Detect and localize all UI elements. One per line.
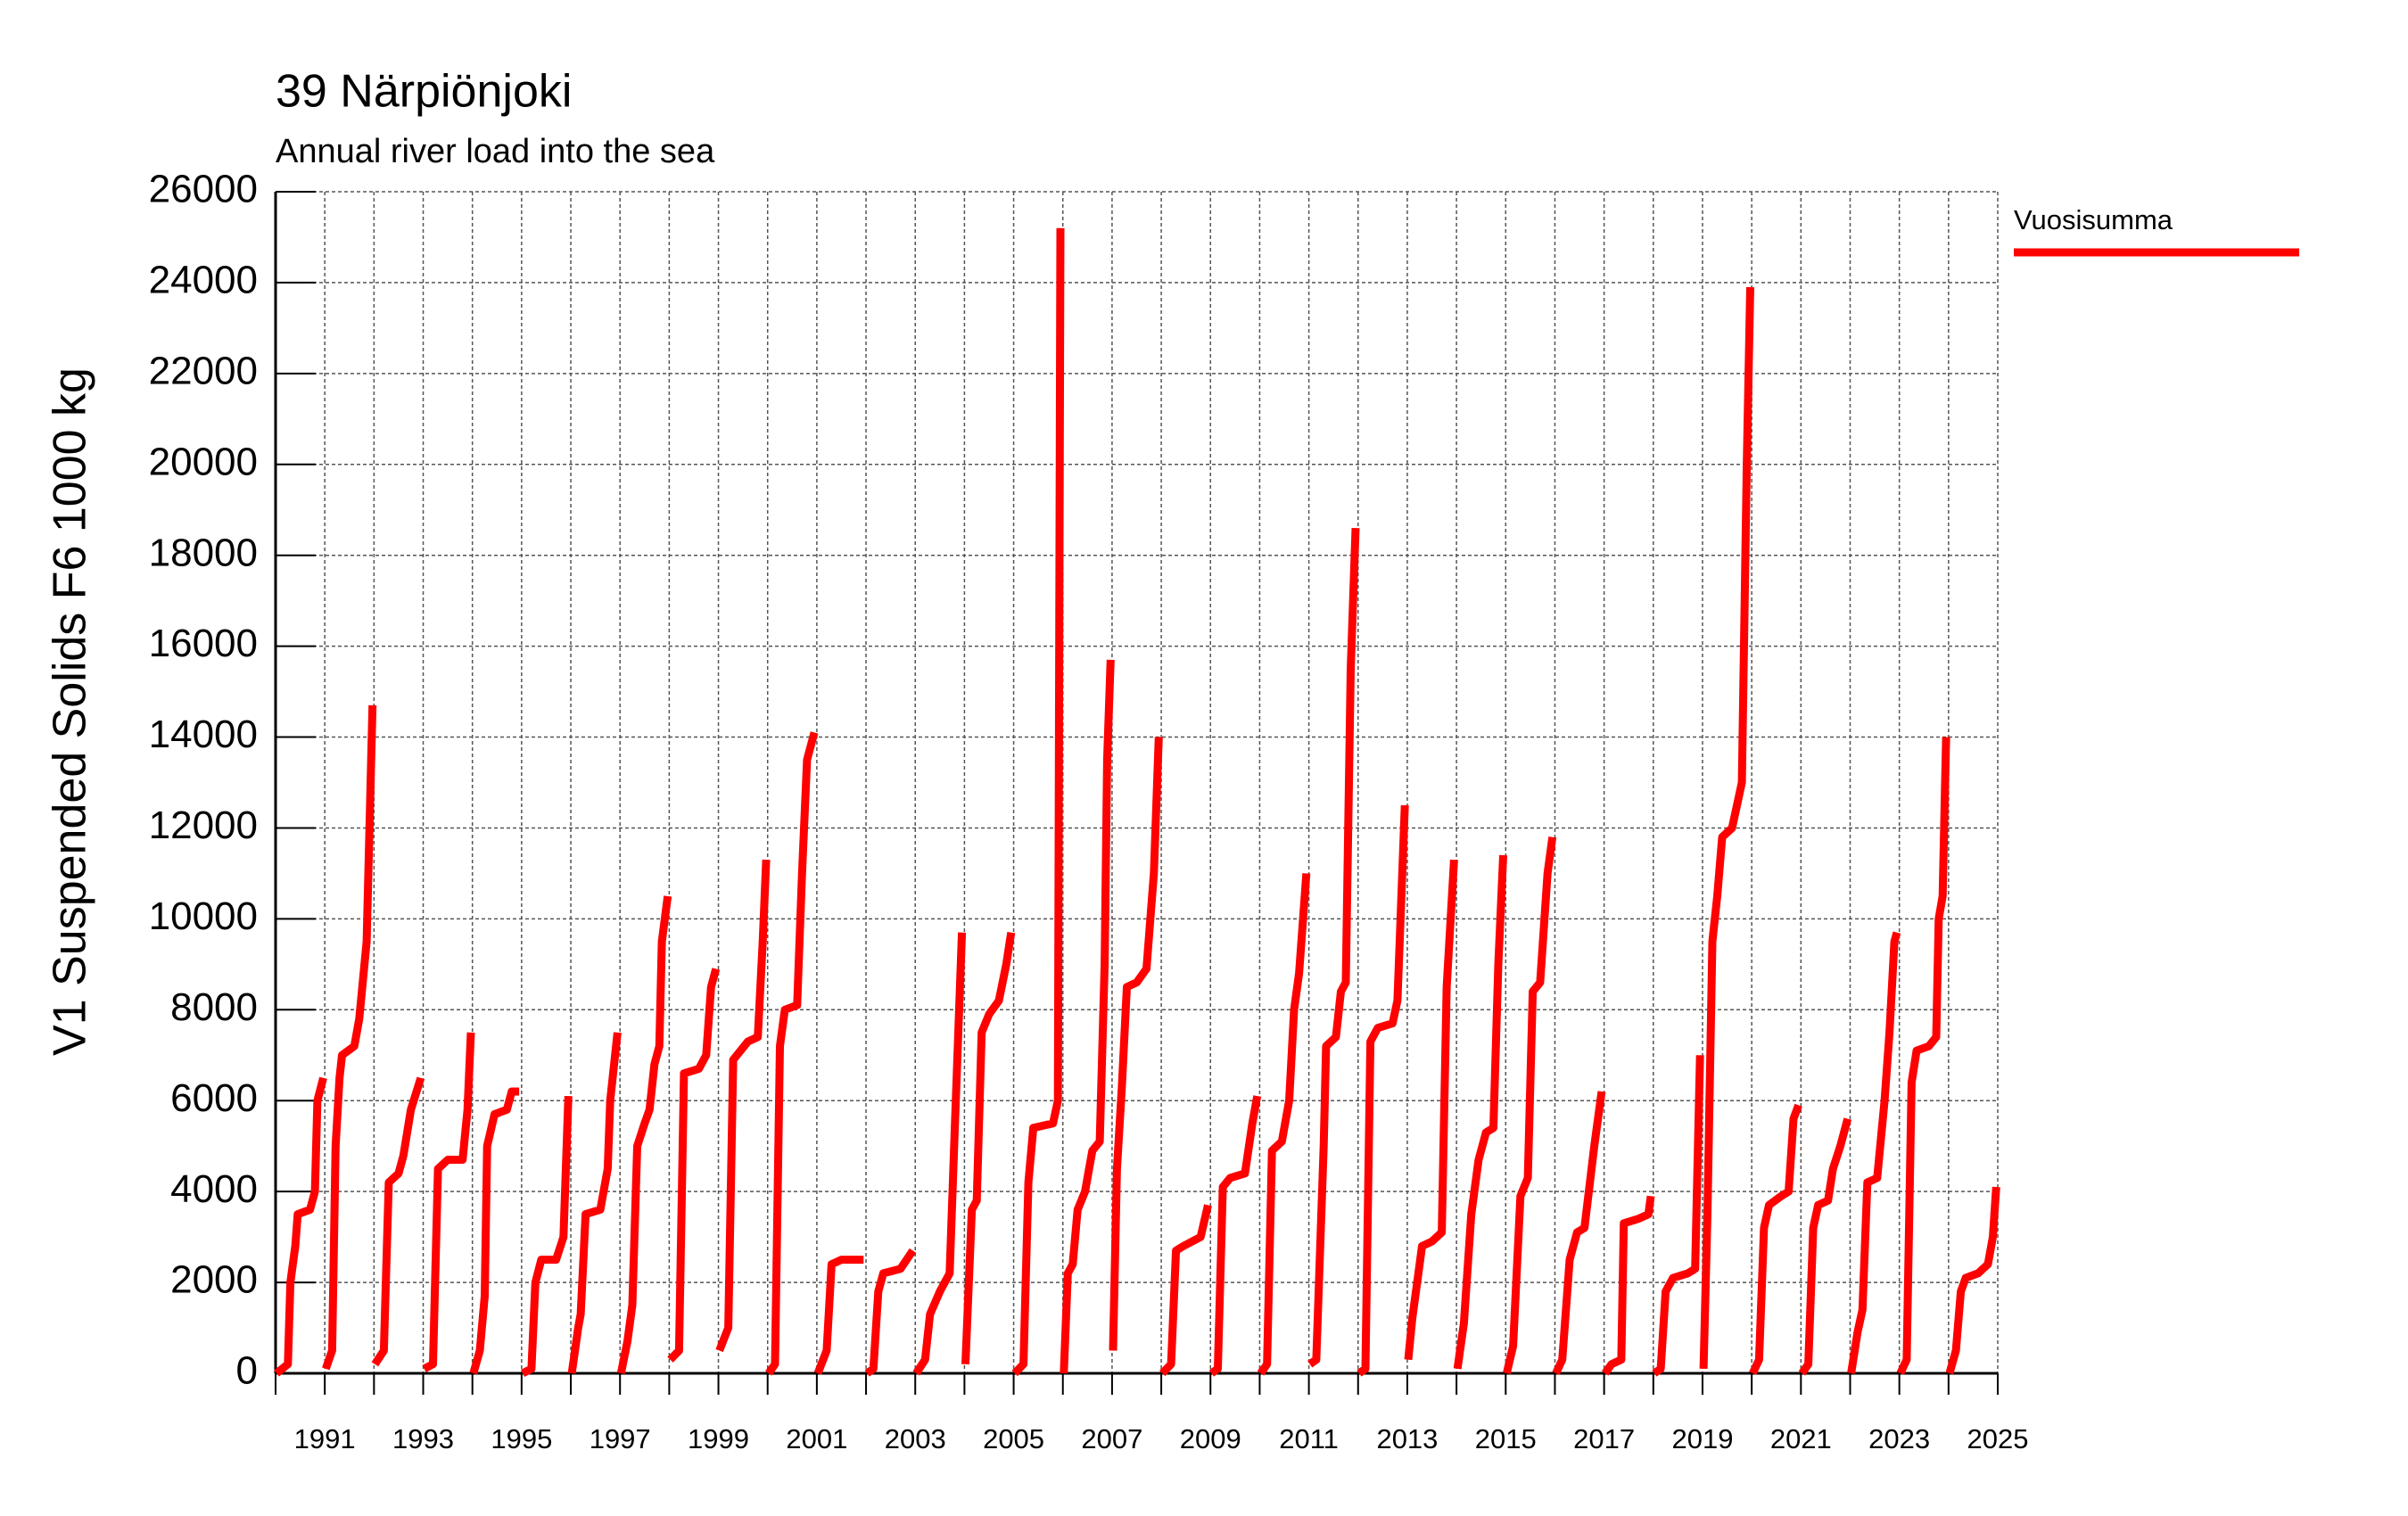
x-tick-label: 2011 — [1279, 1423, 1339, 1454]
y-tick-label: 10000 — [149, 894, 258, 938]
x-tick-label: 1993 — [392, 1423, 454, 1454]
y-tick-label: 6000 — [170, 1076, 258, 1120]
x-tick-label: 1995 — [491, 1423, 552, 1454]
y-tick-label: 20000 — [149, 440, 258, 483]
x-tick-label: 2013 — [1376, 1423, 1438, 1454]
y-axis-title: V1 Suspended Solids F6 1000 kg — [45, 367, 96, 1056]
x-tick-label: 2021 — [1770, 1423, 1832, 1454]
x-tick-label: 1997 — [590, 1423, 651, 1454]
x-tick-label: 2023 — [1868, 1423, 1930, 1454]
y-tick-label: 26000 — [149, 168, 258, 211]
y-tick-label: 24000 — [149, 259, 258, 302]
x-tick-label: 2017 — [1573, 1423, 1635, 1454]
x-tick-label: 1999 — [688, 1423, 749, 1454]
x-tick-label: 2003 — [885, 1423, 946, 1454]
y-tick-label: 18000 — [149, 531, 258, 574]
x-tick-label: 2025 — [1967, 1423, 2029, 1454]
y-tick-label: 0 — [236, 1349, 258, 1393]
y-tick-label: 8000 — [170, 985, 258, 1029]
x-tick-label: 2005 — [983, 1423, 1044, 1454]
x-tick-label: 1991 — [294, 1423, 356, 1454]
y-tick-label: 16000 — [149, 622, 258, 665]
y-tick-label: 22000 — [149, 349, 258, 392]
y-tick-label: 2000 — [170, 1258, 258, 1302]
chart-title: 39 Närpiönjoki — [276, 66, 572, 118]
x-tick-label: 2007 — [1081, 1423, 1142, 1454]
x-tick-label: 2015 — [1475, 1423, 1537, 1454]
x-tick-label: 2009 — [1180, 1423, 1241, 1454]
x-tick-label: 2019 — [1671, 1423, 1733, 1454]
y-tick-label: 14000 — [149, 713, 258, 756]
y-tick-label: 4000 — [170, 1167, 258, 1211]
data-line — [274, 227, 2000, 1378]
x-tick-label: 2001 — [786, 1423, 847, 1454]
chart-subtitle: Annual river load into the sea — [276, 133, 715, 170]
y-tick-label: 12000 — [149, 803, 258, 847]
legend-label: Vuosisumma — [2014, 204, 2173, 235]
